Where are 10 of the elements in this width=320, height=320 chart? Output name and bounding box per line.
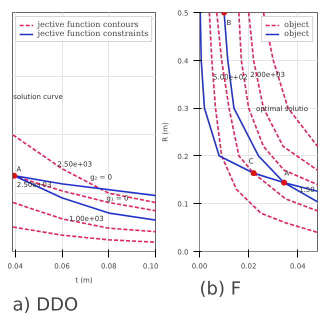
point xyxy=(281,180,288,186)
line-series xyxy=(208,12,318,234)
point xyxy=(250,170,257,176)
legend-label: object xyxy=(284,29,309,38)
legend-label: jective function contours xyxy=(38,20,139,29)
text: (b) F xyxy=(200,278,242,300)
text: a) DDO xyxy=(12,294,78,316)
line-series xyxy=(248,12,318,172)
legend-label: jective function constraints xyxy=(38,29,148,38)
legend-label: object xyxy=(284,20,309,29)
